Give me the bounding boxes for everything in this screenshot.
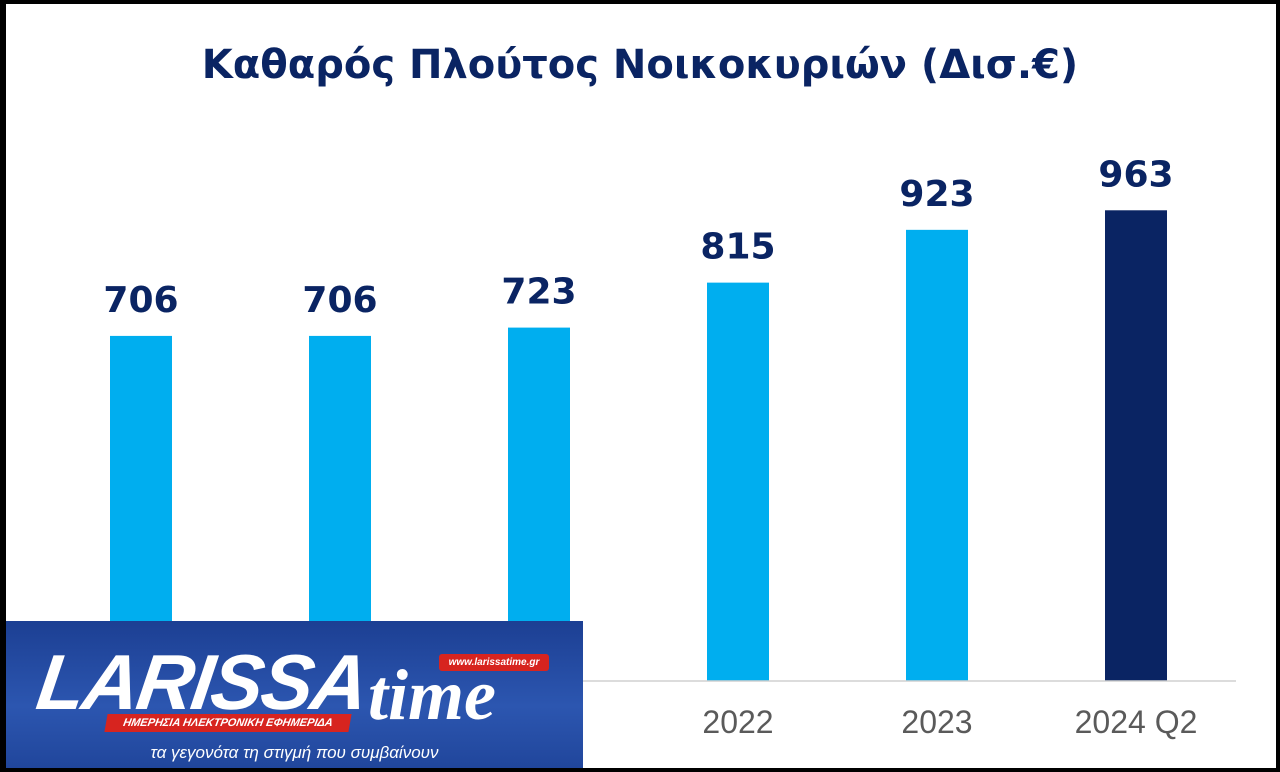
- chart-frame: Καθαρός Πλούτος Νοικοκυριών (Δισ.€) 706 7…: [6, 4, 1276, 768]
- bar-5: [906, 229, 968, 682]
- category-label-4: 2022: [702, 704, 773, 740]
- value-label-1: 706: [103, 280, 178, 321]
- bars-layer: 706 706 723 815 2022 923 2023 963 2024 Q2: [103, 154, 1197, 740]
- value-label-5: 923: [899, 174, 974, 215]
- bar-4: [707, 282, 769, 681]
- category-label-6: 2024 Q2: [1075, 704, 1198, 740]
- logo-brand-time: time: [368, 655, 496, 735]
- category-label-5: 2023: [901, 704, 972, 740]
- chart-title: Καθαρός Πλούτος Νοικοκυριών (Δισ.€): [202, 42, 1078, 88]
- value-label-4: 815: [700, 227, 775, 268]
- logo-url-badge: www.larissatime.gr: [439, 654, 549, 671]
- value-label-3: 723: [501, 272, 576, 313]
- logo-subtitle: ΗΜΕΡΗΣΙΑ ΗΛΕΚΤΡΟΝΙΚΗ ΕΦΗΜΕΡΙΔΑ: [104, 714, 352, 732]
- logo-tagline: τα γεγονότα τη στιγμή που συμβαίνουν: [150, 743, 439, 762]
- logo-brand-main: LARISSA: [31, 638, 373, 726]
- larissatime-logo: LARISSA time www.larissatime.gr ΗΜΕΡΗΣΙΑ…: [6, 621, 583, 768]
- value-label-6: 963: [1098, 154, 1173, 195]
- value-label-2: 706: [302, 280, 377, 321]
- bar-6: [1105, 210, 1167, 682]
- bar-chart: Καθαρός Πλούτος Νοικοκυριών (Δισ.€) 706 7…: [6, 42, 1236, 740]
